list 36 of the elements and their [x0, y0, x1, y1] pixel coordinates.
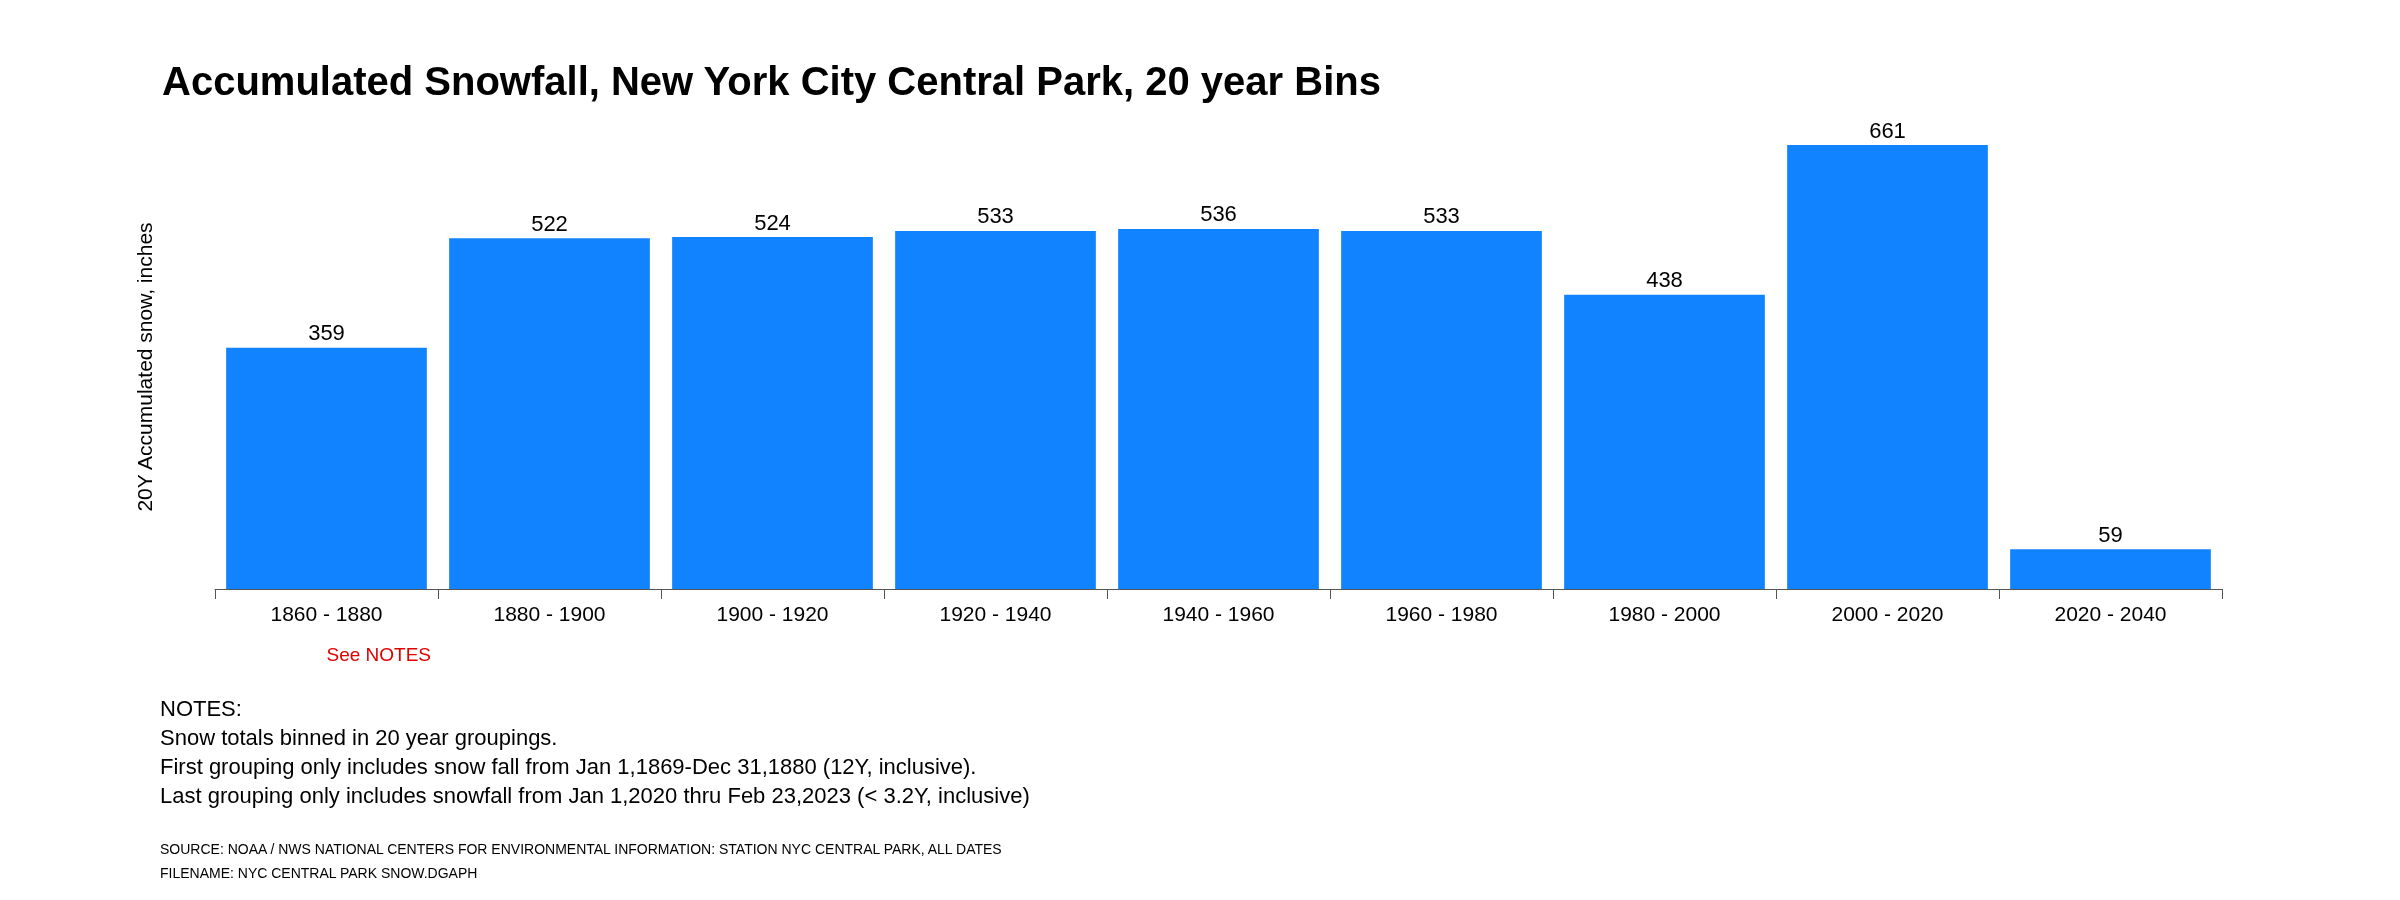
bar: [449, 238, 650, 589]
text: First grouping only includes snow fall from Jan 1,1869-Dec 31,1880 (12Y, inclusive).: [160, 753, 977, 779]
x-tick-label: 1960 - 1980: [1385, 602, 1498, 625]
x-tick-label: 2020 - 2040: [2054, 602, 2167, 625]
data-label: 438: [1646, 267, 1683, 293]
data-label: 533: [1423, 203, 1460, 229]
x-tick-label: 1900 - 1920: [716, 602, 829, 625]
x-tick-label: 2000 - 2020: [1831, 602, 1944, 625]
data-label: 522: [531, 210, 568, 236]
data-label: 661: [1869, 117, 1906, 143]
bar: [672, 237, 873, 589]
bar: [1118, 228, 1319, 589]
x-tick-label: 1860 - 1880: [270, 602, 383, 625]
text: Snow totals binned in 20 year groupings.: [160, 724, 558, 750]
text: NOTES:: [160, 695, 242, 721]
source-note: SOURCE: NOAA / NWS NATIONAL CENTERS FOR ENVIRONMENTAL INFORMATION: STATION NYC CENTRAL PARK, ALL DATES: [160, 841, 1002, 857]
text: See NOTES: [326, 644, 432, 665]
data-label: 359: [308, 320, 345, 346]
bar: [1564, 294, 1765, 589]
x-tick-label: 1880 - 1900: [493, 602, 606, 625]
data-label: 536: [1200, 201, 1237, 227]
x-tick-label: 1920 - 1940: [939, 602, 1052, 625]
bar: [226, 347, 427, 589]
data-label: 524: [754, 209, 791, 235]
text: Last grouping only includes snowfall from Jan 1,2020 thru Feb 23,2023 (< 3.2Y, inclusive): [160, 782, 1030, 808]
bar: [1787, 145, 1988, 589]
bar: [2010, 549, 2211, 589]
x-tick-label: 1980 - 2000: [1608, 602, 1721, 625]
chart-title: Accumulated Snowfall, New York City Central Park, 20 year Bins: [162, 59, 1381, 103]
data-label: 533: [977, 203, 1014, 229]
data-label: 59: [2098, 521, 2123, 547]
y-axis-title: 20Y Accumulated snow, inches: [133, 222, 156, 512]
bar: [895, 230, 1096, 589]
bar: [1341, 230, 1542, 589]
text: FILENAME: NYC CENTRAL PARK SNOW.DGAPH: [160, 865, 478, 881]
x-tick-label: 1940 - 1960: [1162, 602, 1275, 625]
